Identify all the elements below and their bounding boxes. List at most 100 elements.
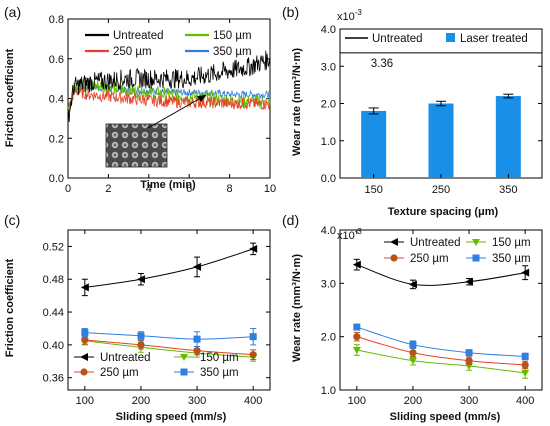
panel-c-legend-marker <box>180 354 188 361</box>
panel-a-inset-arrowhead <box>197 95 206 102</box>
panel-c-series-line <box>84 332 254 340</box>
panel-a-xtick-label: 0 <box>65 183 71 195</box>
panel-c-ytick-label: 0.48 <box>43 274 64 286</box>
panel-d-data-point <box>409 349 417 357</box>
panel-a-ytick-label: 0.8 <box>49 14 64 26</box>
panel-d-ylabel: Wear rate (mm³/N·m) <box>291 254 303 362</box>
panel-c-xlabel: Sliding speed (mm/s) <box>116 411 227 423</box>
panel-a-ylabel: Friction coefficient <box>4 48 16 147</box>
panel-d-data-point <box>521 352 529 360</box>
panel-b-xlabel: Texture spacing (μm) <box>388 206 499 218</box>
panel-d-data-point <box>352 260 361 269</box>
panel-b-y-multiplier: x10-3 <box>337 8 362 23</box>
panel-c-data-point <box>249 351 257 359</box>
panel-c-ytick-label: 0.52 <box>43 241 64 253</box>
panel-d-series-line <box>356 349 526 374</box>
panel-c-data-point <box>136 275 145 284</box>
panel-a-xtick-label: 4 <box>146 183 152 195</box>
panel-c-xtick-label: 200 <box>132 395 150 407</box>
panel-d-xtick-label: 400 <box>516 395 534 407</box>
panel-c-series-line <box>84 248 254 288</box>
panel-d-xtick-label: 100 <box>348 395 366 407</box>
panel-d-data-point <box>409 341 417 349</box>
panel-c-legend-label: 350 µm <box>200 367 239 379</box>
panel-d-xlabel: Sliding speed (mm/s) <box>390 411 501 423</box>
panel-d-ytick-label: 2.0 <box>321 332 336 344</box>
panel-b-ytick-label: 4.0 <box>321 24 336 36</box>
panel-d-data-point <box>408 357 417 365</box>
panel-a-legend-label: 150 µm <box>213 30 252 42</box>
panel-a-xtick-label: 2 <box>105 183 111 195</box>
panel-d-legend-label: 150 µm <box>492 237 531 249</box>
panel-a-xtick-label: 8 <box>227 183 233 195</box>
panel-b-bar <box>428 103 454 178</box>
panel-c-data-point <box>81 329 89 337</box>
panel-a-ytick-label: 0.2 <box>49 133 64 145</box>
panel-b-xtick-label: 150 <box>364 184 382 196</box>
panel-c-legend-label: Untreated <box>100 352 151 364</box>
panel-d-data-point <box>521 369 530 377</box>
panel-c-data-point <box>137 332 145 340</box>
panel-c-data-point <box>81 336 89 344</box>
panel-d-y-multiplier: x10-3 <box>337 227 362 242</box>
panel-a-ytick-label: 0.0 <box>49 173 64 185</box>
panel-b-xtick-label: 350 <box>499 184 517 196</box>
chart-panel-a: 0.0 0.2 0.4 0.6 0.8 0 2 4 6 8 10 Untreated 150 µm 250… <box>49 14 276 195</box>
panel-label-c: (c) <box>4 212 20 228</box>
panel-c-data-point <box>249 244 258 253</box>
panel-b-legend-bar-swatch <box>446 33 455 42</box>
panel-d-data-point <box>408 280 417 289</box>
panel-a-xtick-label: 6 <box>186 183 192 195</box>
panel-c-ytick-label: 0.40 <box>43 340 64 352</box>
panel-d-data-point <box>352 347 361 354</box>
panel-c-data-point <box>193 335 201 343</box>
panel-a-legend-label: Untreated <box>113 30 164 42</box>
panel-b-ytick-label: 1.0 <box>321 136 336 148</box>
chart-panel-c: 0.36 0.40 0.44 0.48 0.52 100 200 300 400 Untreate… <box>43 229 271 407</box>
panel-c-plot-frame <box>67 229 271 391</box>
panel-d-ytick-label: 4.0 <box>321 225 336 237</box>
panel-c-legend-label: 150 µm <box>200 352 239 364</box>
panel-a-series-line <box>67 50 271 123</box>
panel-c-data-point <box>137 341 145 349</box>
panel-b-ytick-label: 2.0 <box>321 99 336 111</box>
panel-a-ytick-label: 0.4 <box>49 94 64 106</box>
panel-b-ytick-label: 0.0 <box>321 173 336 185</box>
panel-label-d: (d) <box>282 212 299 228</box>
panel-d-legend-label: 250 µm <box>410 253 449 265</box>
panel-a-series-line <box>67 85 271 114</box>
panel-d-xtick-label: 200 <box>404 395 422 407</box>
panel-a-ytick-label: 0.6 <box>49 54 64 66</box>
panel-a-legend-label: 350 µm <box>213 46 252 58</box>
panel-b-reference-value: 3.36 <box>371 58 393 70</box>
panel-c-ytick-label: 0.44 <box>43 307 64 319</box>
panel-d-data-point <box>465 349 473 357</box>
panel-c-ytick-label: 0.36 <box>43 373 64 385</box>
panel-c-series-line <box>84 340 254 358</box>
panel-a-legend-label: 250 µm <box>113 46 152 58</box>
chart-panel-d: 1.0 2.0 3.0 4.0 100 200 300 400 Untreated 150 µm 2… <box>321 225 543 407</box>
panel-d-plot-frame <box>339 229 543 391</box>
panel-d-legend-label: 350 µm <box>492 253 531 265</box>
panel-d-legend-label: Untreated <box>410 237 461 249</box>
panel-d-data-point <box>465 277 474 286</box>
chart-panel-b: 0.0 1.0 2.0 3.0 4.0 150 250 350 3.36 Untreated Las… <box>321 24 543 196</box>
panel-c-ylabel: Friction coefficient <box>4 258 16 357</box>
panel-c-legend-marker <box>180 368 188 376</box>
panel-c-legend-marker <box>80 368 88 376</box>
panel-d-data-point <box>465 357 473 365</box>
panel-c-data-point <box>193 262 202 271</box>
panel-b-ylabel: Wear rate (mm³/N·m) <box>291 48 303 156</box>
panel-d-legend-marker <box>390 254 398 262</box>
panel-c-xtick-label: 100 <box>76 395 94 407</box>
panel-c-legend-marker <box>80 353 88 361</box>
panel-d-legend-marker <box>472 254 480 262</box>
panel-label-a: (a) <box>4 4 21 20</box>
panel-d-data-point <box>521 268 530 277</box>
panel-c-legend-label: 250 µm <box>100 367 139 379</box>
panel-d-series-line <box>356 326 526 357</box>
panel-c-xtick-label: 300 <box>188 395 206 407</box>
panel-b-xtick-label: 250 <box>432 184 450 196</box>
panel-c-data-point <box>249 333 257 341</box>
panel-c-data-point <box>193 347 201 355</box>
